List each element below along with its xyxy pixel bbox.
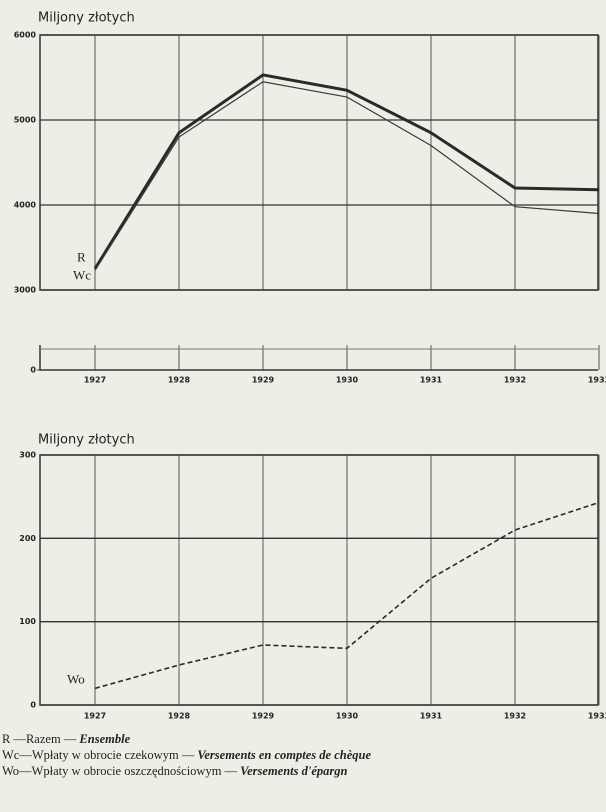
x-tick-label: 1932 xyxy=(504,712,526,721)
y-tick-label: 4000 xyxy=(14,201,37,210)
plot-frame xyxy=(39,454,599,706)
legend-label-fr: Versements d'épargn xyxy=(240,764,347,778)
series-label: R xyxy=(77,250,86,265)
y-tick-label: 6000 xyxy=(14,31,37,40)
legend-label: Wo—Wpłaty w obrocie oszczędnościowym — xyxy=(2,764,240,778)
x-tick-label: 1928 xyxy=(168,712,191,721)
y-tick-label: 200 xyxy=(19,534,36,543)
legend-label: Wc—Wpłaty w obrocie czekowym — xyxy=(2,748,197,762)
legend-label: R —Razem — xyxy=(2,732,79,746)
y-tick-label: 300 xyxy=(19,451,36,460)
axis-title: Miljony złotych xyxy=(38,433,135,448)
x-tick-label: 1933 xyxy=(588,712,606,721)
y-tick-label: 0 xyxy=(30,701,36,710)
legend-entry: Wc—Wpłaty w obrocie czekowym — Versement… xyxy=(2,748,371,762)
y-tick-label: 0 xyxy=(30,366,36,375)
plot-frame xyxy=(39,34,599,291)
x-tick-label: 1930 xyxy=(336,712,359,721)
x-tick-label: 1927 xyxy=(84,376,106,385)
series-label: Wc xyxy=(73,267,91,282)
x-tick-label: 1929 xyxy=(252,712,275,721)
x-tick-label: 1928 xyxy=(168,376,191,385)
x-tick-label: 1930 xyxy=(336,376,359,385)
legend-label-fr: Versements en comptes de chèque xyxy=(197,748,371,762)
x-tick-label: 1933 xyxy=(588,376,606,385)
legend-entry: Wo—Wpłaty w obrocie oszczędnościowym — V… xyxy=(2,764,348,778)
series-line xyxy=(93,73,600,270)
y-tick-label: 100 xyxy=(19,617,36,626)
legend-entry: R —Razem — Ensemble xyxy=(2,732,131,746)
x-tick-label: 1932 xyxy=(504,376,526,385)
x-tick-label: 1931 xyxy=(420,712,443,721)
series-label: Wo xyxy=(67,671,85,686)
legend-label-fr: Ensemble xyxy=(78,732,130,746)
series-line xyxy=(94,81,600,271)
x-tick-label: 1931 xyxy=(420,376,443,385)
series-line xyxy=(94,501,600,690)
axis-title: Miljony złotych xyxy=(38,11,135,26)
x-tick-label: 1929 xyxy=(252,376,275,385)
y-tick-label: 3000 xyxy=(14,286,37,295)
x-tick-label: 1927 xyxy=(84,712,106,721)
y-tick-label: 5000 xyxy=(14,116,37,125)
